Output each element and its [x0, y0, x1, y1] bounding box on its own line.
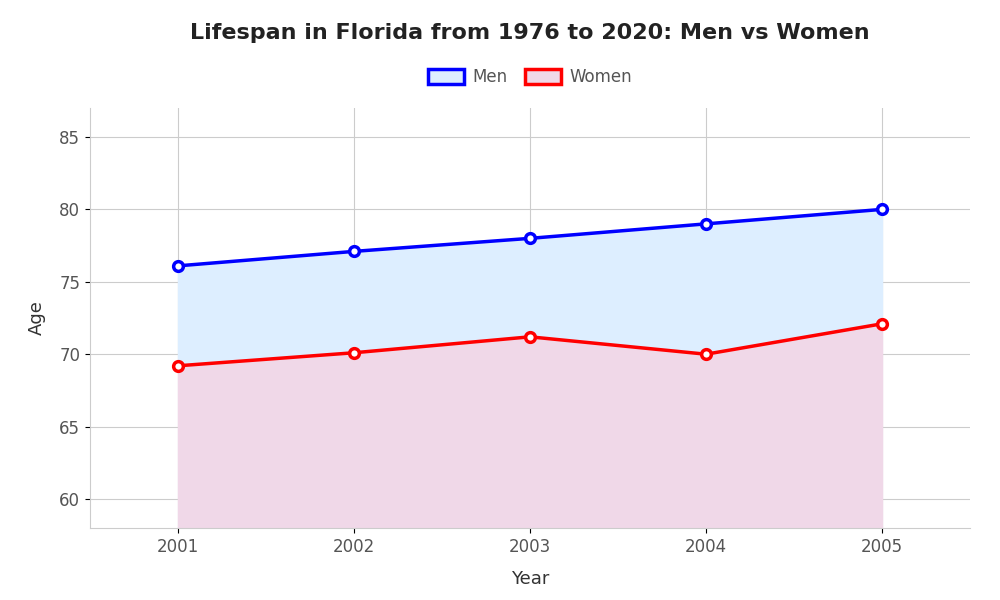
Title: Lifespan in Florida from 1976 to 2020: Men vs Women: Lifespan in Florida from 1976 to 2020: M… — [190, 23, 870, 43]
X-axis label: Year: Year — [511, 569, 549, 587]
Legend: Men, Women: Men, Women — [421, 62, 639, 93]
Y-axis label: Age: Age — [27, 301, 45, 335]
